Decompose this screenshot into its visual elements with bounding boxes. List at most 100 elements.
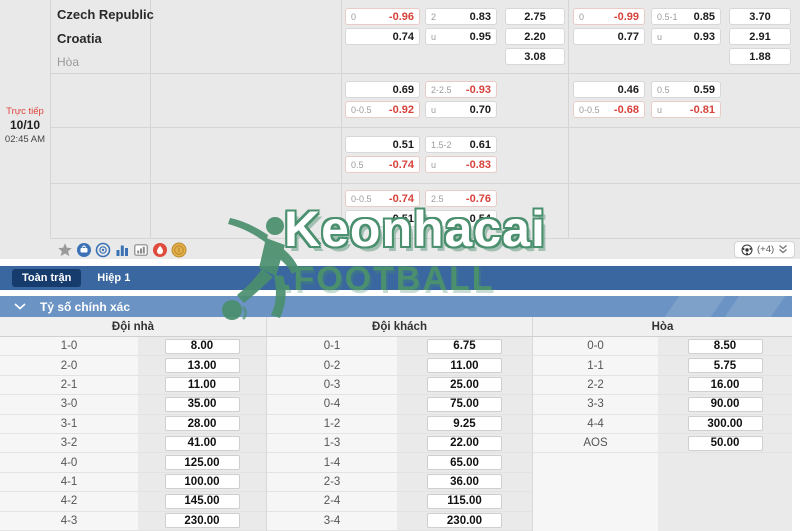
odds-watch-icon[interactable] <box>95 242 111 258</box>
score-odds-cell[interactable]: 5.75 <box>687 358 763 374</box>
score-odds-cell[interactable]: 100.00 <box>164 474 240 490</box>
odds-value: 2.75 <box>524 10 546 23</box>
odds-cell[interactable]: 3.08 <box>505 48 565 65</box>
bar-chart-icon[interactable] <box>114 242 130 258</box>
odds-cell[interactable]: 0.74 <box>345 28 420 45</box>
odds-cell[interactable]: 0.46 <box>573 81 645 98</box>
score-odds-cell[interactable]: 8.00 <box>164 338 240 354</box>
score-odds-cell[interactable]: 230.00 <box>427 513 502 529</box>
score-odds-area: 6.75 <box>397 337 532 356</box>
empty-odds-area <box>658 453 792 531</box>
odds-value: 0.61 <box>469 138 491 151</box>
score-odds-cell[interactable]: 115.00 <box>427 493 502 509</box>
grid-divider <box>150 0 151 238</box>
score-odds-cell[interactable]: 145.00 <box>164 493 240 509</box>
odds-cell[interactable]: 2.20 <box>505 28 565 45</box>
favorite-star-icon[interactable] <box>57 242 73 258</box>
coin-icon[interactable] <box>171 242 187 258</box>
score-odds-cell[interactable]: 8.50 <box>687 338 763 354</box>
score-label: 1-2 <box>267 414 397 433</box>
hot-match-icon[interactable] <box>152 242 168 258</box>
odds-cell[interactable]: 0.51 <box>345 210 420 227</box>
match-time: 02:45 AM <box>4 134 46 145</box>
grid-divider <box>50 127 800 128</box>
odds-cell[interactable]: u 0.70 <box>425 101 497 118</box>
score-odds-cell[interactable]: 36.00 <box>427 474 502 490</box>
odds-cell[interactable]: 0 -0.96 <box>345 8 420 25</box>
score-odds-cell[interactable]: 9.25 <box>427 416 502 432</box>
chevron-down-icon[interactable] <box>14 303 26 310</box>
score-odds-cell[interactable]: 90.00 <box>687 396 763 412</box>
score-odds-area: 9.25 <box>397 414 532 433</box>
more-markets-button[interactable]: (+4) <box>734 241 796 258</box>
score-label: 2-0 <box>0 356 138 375</box>
match-stats-icon[interactable] <box>133 242 149 258</box>
odds-cell[interactable]: 0.77 <box>573 28 645 45</box>
score-odds-cell[interactable]: 41.00 <box>164 435 240 451</box>
score-odds-cell[interactable]: 11.00 <box>427 358 502 374</box>
odds-cell[interactable]: 0 -0.99 <box>573 8 645 25</box>
score-odds-cell[interactable]: 28.00 <box>164 416 240 432</box>
odds-cell[interactable]: u 0.95 <box>425 28 497 45</box>
odds-value: 0.59 <box>693 83 715 96</box>
score-row: 3-3 90.00 <box>533 395 792 415</box>
score-odds-cell[interactable]: 13.00 <box>164 358 240 374</box>
live-stream-icon[interactable] <box>76 242 92 258</box>
score-table-body: 1-0 8.00 2-0 13.00 2-1 11.00 3-0 35.00 3-1 28.00 3… <box>0 337 792 531</box>
score-odds-cell[interactable]: 35.00 <box>164 396 240 412</box>
odds-cell[interactable]: u -0.83 <box>425 156 497 173</box>
score-odds-cell[interactable]: 11.00 <box>164 377 240 393</box>
empty-rows-filler <box>533 453 792 531</box>
score-label: 3-4 <box>267 511 397 530</box>
tab-first-half[interactable]: Hiệp 1 <box>97 272 131 284</box>
odds-cell[interactable]: 3.70 <box>729 8 791 25</box>
score-odds-cell[interactable]: 125.00 <box>164 455 240 471</box>
odds-cell[interactable]: 0-0.5 -0.68 <box>573 101 645 118</box>
match-toolbar <box>57 242 187 258</box>
score-odds-cell[interactable]: 300.00 <box>687 416 763 432</box>
match-time-cell: Trực tiếp 10/10 02:45 AM <box>0 0 50 238</box>
odds-cell[interactable]: 2.5 -0.76 <box>425 190 497 207</box>
odds-value: -0.96 <box>388 10 414 23</box>
odds-cell[interactable]: 0-0.5 -0.92 <box>345 101 420 118</box>
odds-cell[interactable]: 2 0.83 <box>425 8 497 25</box>
score-label: 4-4 <box>533 414 658 433</box>
odds-cell[interactable]: 0.5 0.59 <box>651 81 721 98</box>
score-odds-area: 36.00 <box>397 472 532 492</box>
score-label: 0-1 <box>267 337 397 356</box>
score-row: 0-0 8.50 <box>533 337 792 357</box>
odds-handicap-label: 0 <box>579 11 585 22</box>
header-draw: Hòa <box>651 320 674 333</box>
odds-handicap-label: 0.5 <box>351 159 364 170</box>
score-odds-area: 125.00 <box>138 453 266 472</box>
odds-cell[interactable]: 0-0.5 -0.74 <box>345 190 420 207</box>
score-odds-cell[interactable]: 230.00 <box>164 513 240 529</box>
odds-cell[interactable]: 2.75 <box>505 8 565 25</box>
odds-cell[interactable]: 0.69 <box>345 81 420 98</box>
score-odds-cell[interactable]: 25.00 <box>427 377 502 393</box>
odds-cell[interactable]: u 0.54 <box>425 210 497 227</box>
score-odds-cell[interactable]: 16.00 <box>687 377 763 393</box>
score-odds-cell[interactable]: 65.00 <box>427 455 502 471</box>
odds-cell[interactable]: 0.51 <box>345 136 420 153</box>
score-odds-cell[interactable]: 6.75 <box>427 338 502 354</box>
odds-value: 3.08 <box>524 50 546 63</box>
score-row: 4-2 145.00 <box>0 492 266 512</box>
score-label: 2-3 <box>267 472 397 492</box>
score-label: 3-3 <box>533 395 658 414</box>
score-odds-cell[interactable]: 75.00 <box>427 396 502 412</box>
odds-cell[interactable]: u 0.93 <box>651 28 721 45</box>
score-odds-cell[interactable]: 22.00 <box>427 435 502 451</box>
odds-cell[interactable]: 2.91 <box>729 28 791 45</box>
odds-cell[interactable]: 2-2.5 -0.93 <box>425 81 497 98</box>
odds-cell[interactable]: u -0.81 <box>651 101 721 118</box>
grid-divider <box>341 0 342 238</box>
odds-cell[interactable]: 1.5-2 0.61 <box>425 136 497 153</box>
odds-cell[interactable]: 0.5-1 0.85 <box>651 8 721 25</box>
odds-cell[interactable]: 1.88 <box>729 48 791 65</box>
draw-score-column: 0-0 8.50 1-1 5.75 2-2 16.00 3-3 90.00 4-4 300.00 A… <box>533 337 792 531</box>
tab-full-match[interactable]: Toàn trận <box>12 269 82 287</box>
odds-cell[interactable]: 0.5 -0.74 <box>345 156 420 173</box>
score-odds-cell[interactable]: 50.00 <box>687 435 763 451</box>
odds-handicap-label: 2-2.5 <box>431 84 452 95</box>
